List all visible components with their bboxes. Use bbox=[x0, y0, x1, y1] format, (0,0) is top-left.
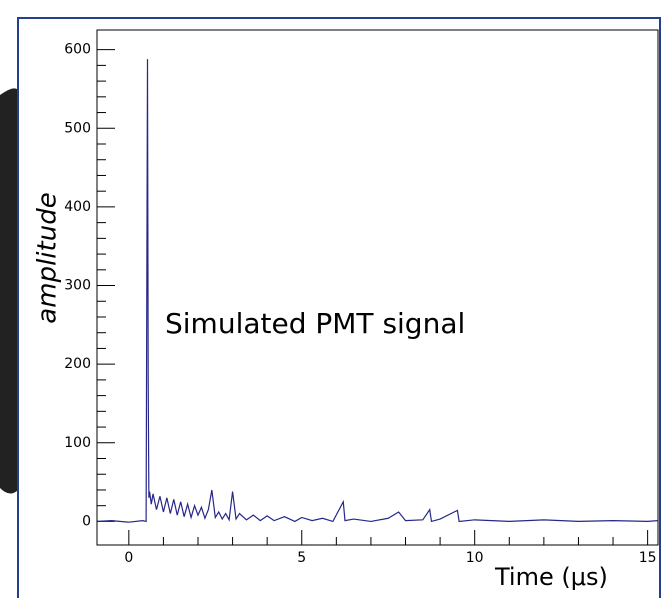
y-tick-label: 300 bbox=[64, 278, 91, 294]
background-shape bbox=[0, 88, 18, 494]
x-tick-label: 5 bbox=[297, 550, 306, 566]
x-tick-label: 10 bbox=[466, 550, 484, 566]
x-axis-label: Time (μs) bbox=[494, 563, 608, 591]
frame bbox=[17, 17, 661, 598]
y-tick-label: 600 bbox=[64, 42, 91, 58]
x-tick-label: 0 bbox=[124, 550, 133, 566]
y-tick-label: 0 bbox=[82, 513, 91, 529]
signal-line bbox=[97, 59, 659, 523]
y-tick-label: 500 bbox=[64, 120, 91, 136]
y-tick-label: 400 bbox=[64, 199, 91, 215]
y-tick-label: 100 bbox=[64, 435, 91, 451]
y-axis-label: amplitude bbox=[33, 192, 63, 323]
y-tick-label: 200 bbox=[64, 356, 91, 372]
plot: 0 100 200 300 400 500 600 0 5 10 15 bbox=[64, 42, 659, 566]
x-tick-label: 15 bbox=[639, 550, 657, 566]
plot-area bbox=[96, 29, 659, 546]
annotation: Simulated PMT signal bbox=[165, 307, 465, 340]
